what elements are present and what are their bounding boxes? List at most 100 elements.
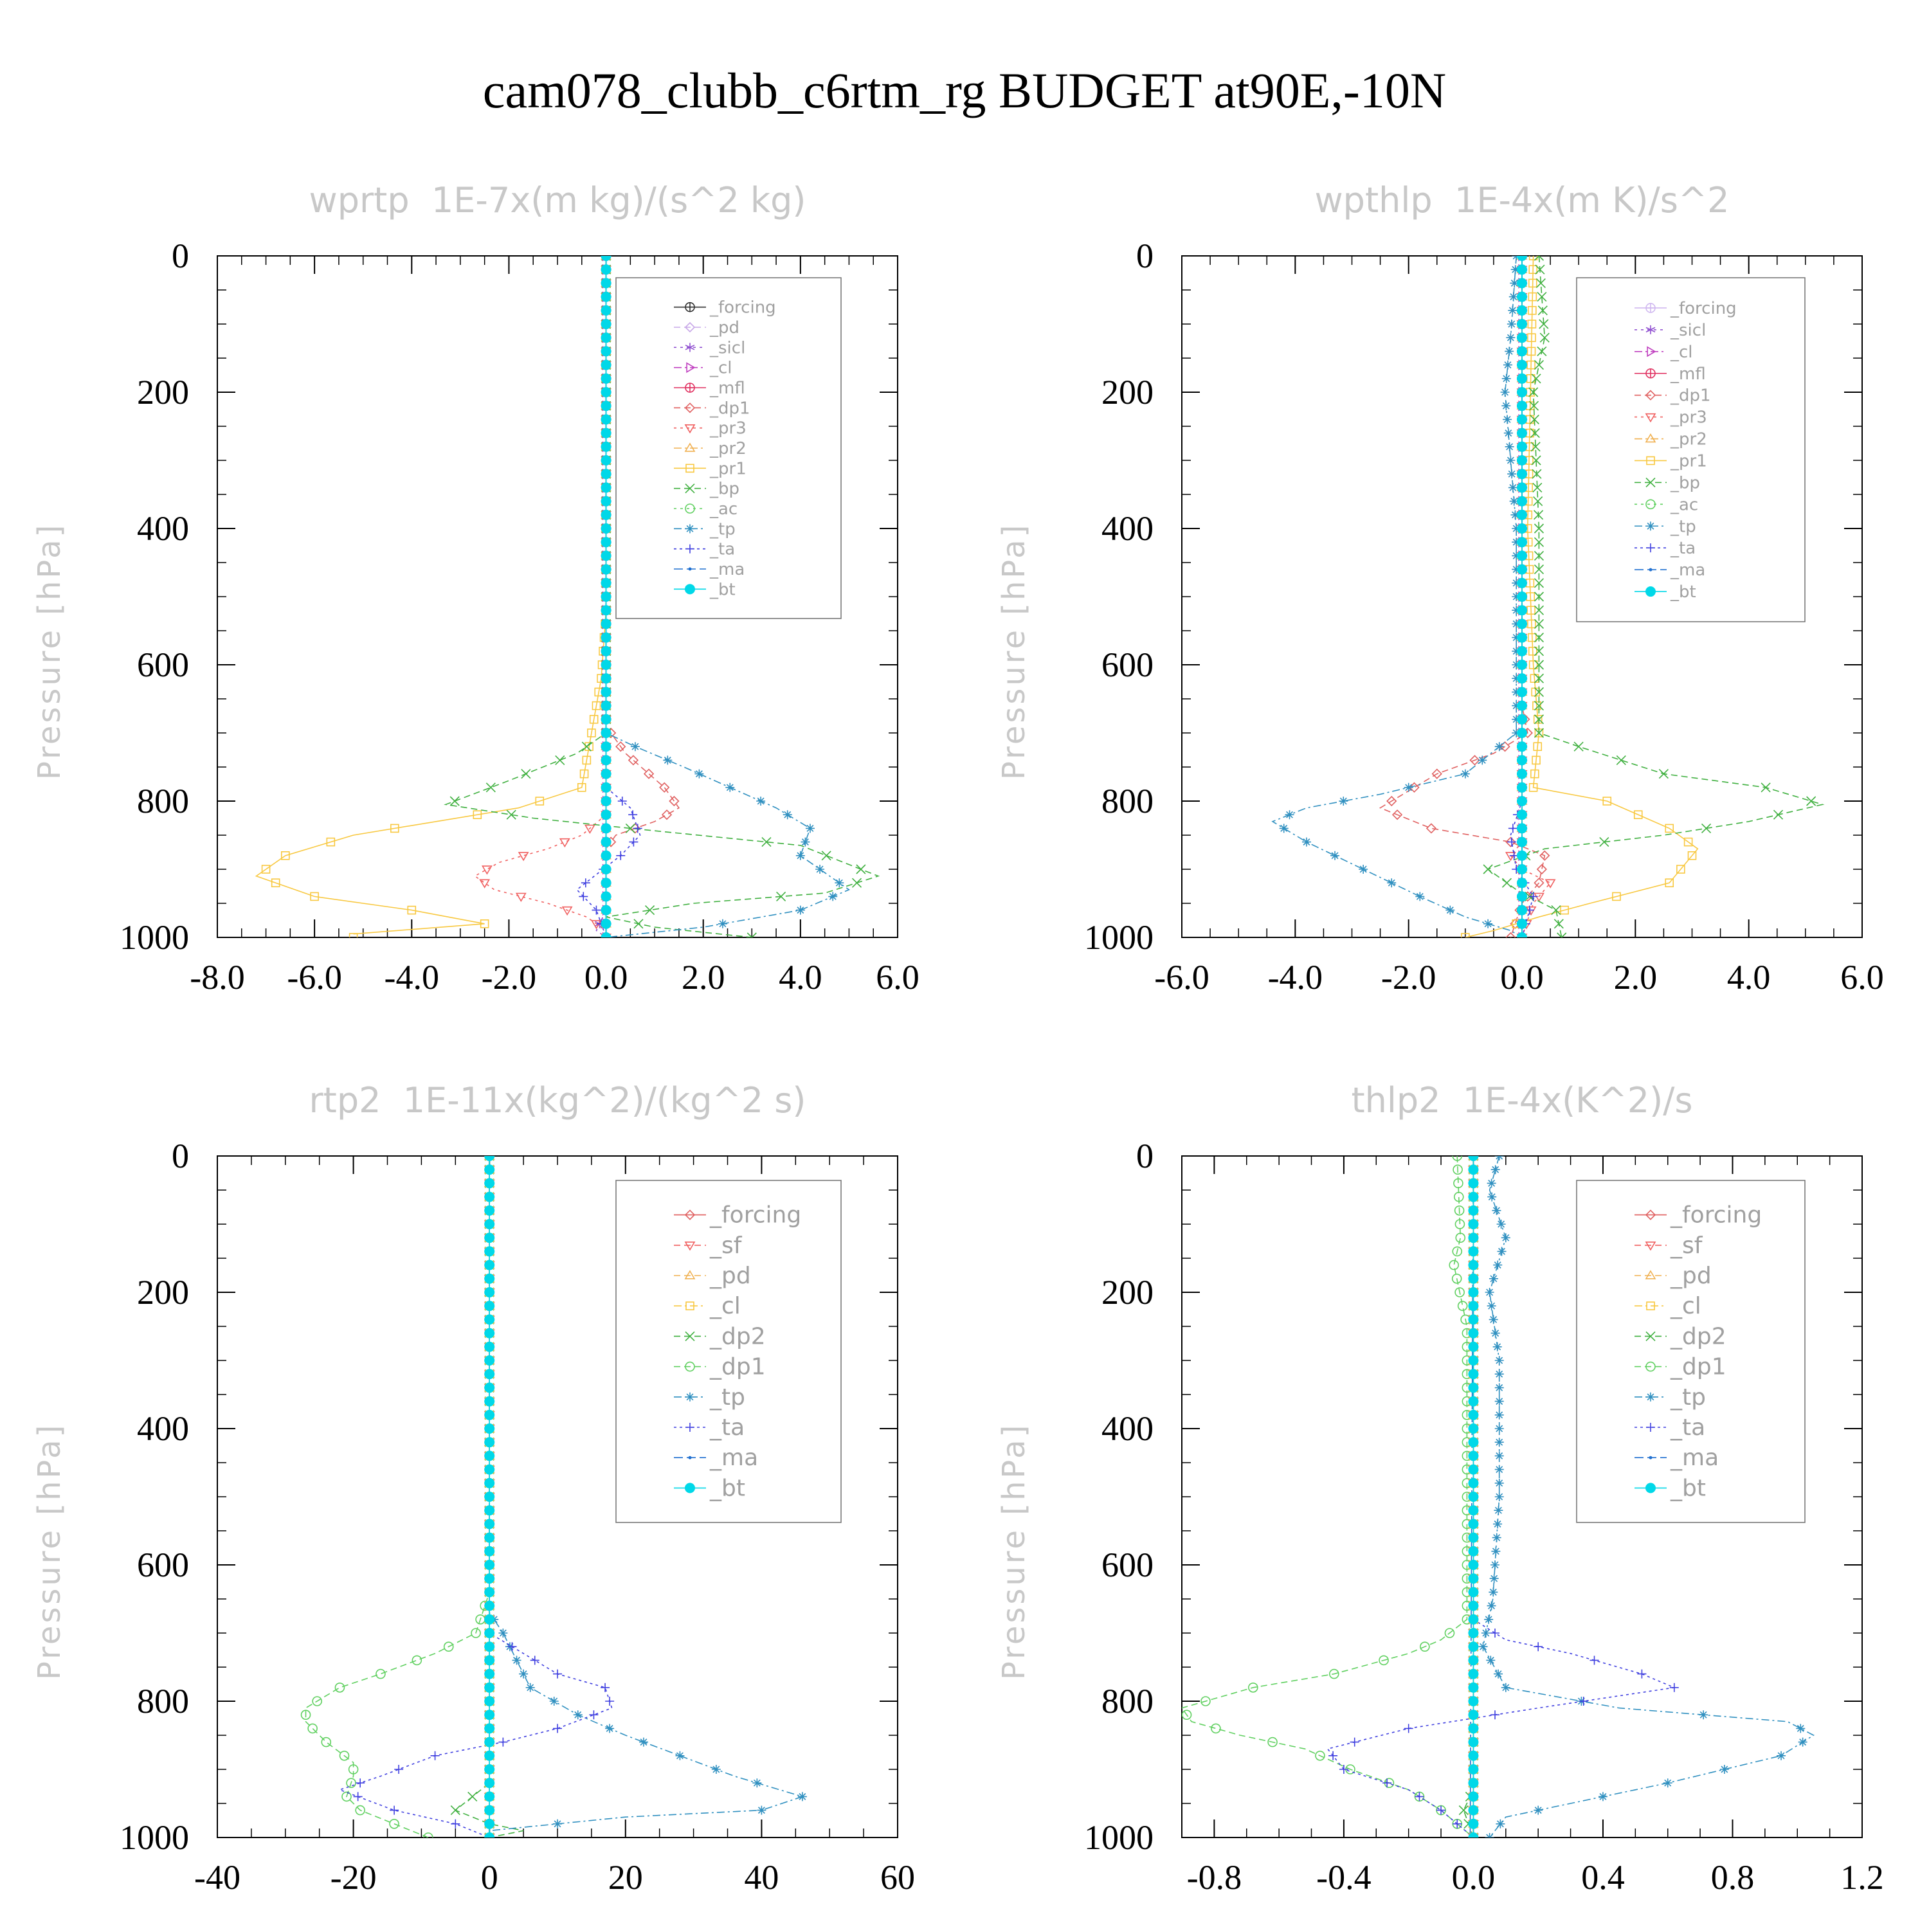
data-point xyxy=(484,1301,495,1312)
legend-item-pr1: _pr1 xyxy=(1635,451,1707,471)
data-point xyxy=(601,496,611,507)
data-point xyxy=(1452,1246,1463,1257)
legend-item-dp1: _dp1 xyxy=(674,1354,766,1380)
data-point xyxy=(1528,646,1537,656)
legend-marker xyxy=(685,1423,694,1432)
data-point xyxy=(601,646,611,656)
data-point xyxy=(577,783,586,792)
data-point xyxy=(1517,332,1527,343)
data-point xyxy=(1534,673,1544,683)
data-point xyxy=(1528,633,1537,642)
data-point xyxy=(1468,1737,1479,1747)
data-point xyxy=(630,742,640,752)
data-point xyxy=(1517,836,1527,847)
data-point xyxy=(573,1710,583,1720)
series-tp xyxy=(1478,1156,1815,1837)
data-point xyxy=(1492,1342,1502,1351)
data-point xyxy=(484,1164,495,1175)
legend-box xyxy=(615,1180,842,1523)
y-tick-label: 200 xyxy=(137,1273,189,1312)
data-point xyxy=(601,278,611,289)
data-point xyxy=(1531,374,1541,384)
data-point xyxy=(1453,1164,1463,1175)
data-point xyxy=(795,905,805,915)
data-point xyxy=(1517,359,1527,370)
data-point xyxy=(1487,1192,1497,1202)
data-point xyxy=(587,728,596,737)
data-point xyxy=(1517,591,1527,602)
data-point xyxy=(1468,1628,1479,1638)
y-tick-label: 600 xyxy=(1101,1546,1154,1584)
data-point xyxy=(549,1697,559,1706)
data-point xyxy=(605,1724,615,1733)
x-tick-label: -6.0 xyxy=(1154,958,1209,997)
data-point xyxy=(484,1573,495,1584)
data-point xyxy=(1468,1369,1479,1380)
legend-marker xyxy=(1646,521,1655,531)
data-point xyxy=(1449,1259,1459,1270)
data-point xyxy=(1420,1641,1430,1652)
data-point xyxy=(1517,632,1527,643)
data-point xyxy=(1426,823,1437,834)
data-point xyxy=(1534,687,1544,697)
data-point xyxy=(1468,1287,1479,1297)
series-line xyxy=(1465,256,1699,937)
data-point xyxy=(1507,320,1516,329)
data-point xyxy=(1468,1464,1479,1475)
legend-label: _pr1 xyxy=(709,459,747,478)
legend-label: _pd xyxy=(709,1263,751,1289)
legend: _forcing_pd_sicl _cl_mfl_dp1_pr3_pr2_pr1 _… xyxy=(615,277,842,619)
data-point xyxy=(589,715,599,724)
data-point xyxy=(605,1697,615,1706)
y-axis-label: Pressure [hPa] xyxy=(996,523,1032,780)
data-point xyxy=(1669,1683,1679,1692)
data-point xyxy=(555,755,565,765)
data-point xyxy=(484,1396,495,1407)
legend-item-dp1: _dp1 xyxy=(1635,1354,1726,1380)
data-point xyxy=(1468,1573,1479,1584)
data-point xyxy=(1468,1341,1479,1352)
data-point xyxy=(1468,1682,1479,1693)
data-point xyxy=(1528,265,1537,275)
data-point xyxy=(1468,1246,1479,1257)
y-tick-label: 1000 xyxy=(120,1818,189,1857)
data-point xyxy=(601,332,611,343)
data-point xyxy=(484,1477,495,1488)
data-point xyxy=(1501,878,1512,888)
legend-marker xyxy=(684,402,696,413)
legend-label: _bp xyxy=(709,480,739,499)
series-area xyxy=(300,1156,807,1837)
data-point xyxy=(1534,510,1544,520)
legend-label: _cl xyxy=(1670,343,1693,362)
data-point xyxy=(484,1505,495,1516)
data-point xyxy=(1663,1778,1672,1788)
data-point xyxy=(1379,1655,1389,1666)
data-point xyxy=(601,905,611,916)
data-point xyxy=(1517,441,1527,452)
data-point xyxy=(1517,319,1527,329)
legend-label: _pd xyxy=(709,318,739,338)
data-point xyxy=(353,1792,363,1801)
data-point xyxy=(725,782,735,792)
legend-box xyxy=(615,277,842,619)
data-point xyxy=(601,728,611,738)
x-tick-label: -20 xyxy=(331,1858,377,1897)
data-point xyxy=(601,469,611,480)
x-tick-label: -6.0 xyxy=(287,958,341,997)
legend-marker xyxy=(1645,325,1656,334)
legend-marker xyxy=(686,362,696,374)
series-line xyxy=(1182,1156,1474,1837)
data-point xyxy=(451,1819,460,1828)
data-point xyxy=(1468,1710,1479,1720)
data-point xyxy=(1507,469,1517,479)
data-point xyxy=(1517,291,1527,302)
legend-label: _forcing xyxy=(1670,1202,1762,1229)
data-point xyxy=(1468,1301,1479,1312)
data-point xyxy=(1508,305,1517,315)
data-point xyxy=(1494,1438,1504,1447)
data-point xyxy=(589,1710,599,1720)
data-point xyxy=(601,864,611,874)
legend-item-cl: _cl xyxy=(674,1293,741,1319)
data-point xyxy=(521,769,531,779)
data-point xyxy=(1505,442,1514,451)
